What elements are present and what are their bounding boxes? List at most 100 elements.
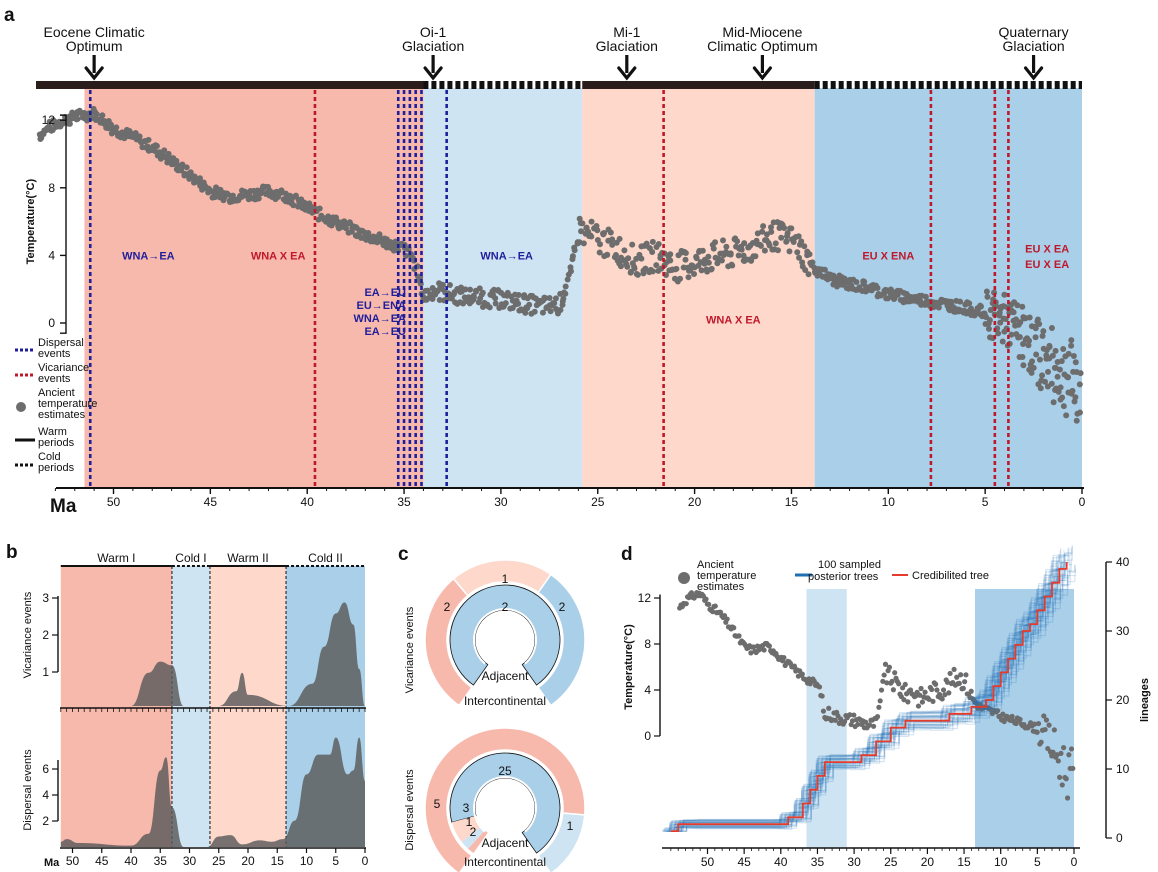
down-arrow-icon — [84, 66, 104, 81]
y-tick-label: 8 — [48, 181, 55, 195]
temperature-point — [642, 265, 649, 272]
dispersal-event-label: WNA→EA — [353, 313, 406, 325]
warm-period-bar — [84, 81, 424, 89]
temperature-point — [867, 722, 873, 728]
posterior-tree-line — [664, 575, 1062, 832]
posterior-tree-line — [662, 553, 1060, 830]
temperature-point — [809, 259, 816, 266]
temperature-point — [801, 243, 808, 250]
temperature-point — [796, 254, 803, 261]
temperature-point — [929, 686, 935, 693]
vicariance-event-label: EU X EA — [1025, 244, 1069, 256]
temperature-point — [901, 697, 907, 703]
event-lines — [88, 90, 1010, 487]
temperature-point — [604, 251, 611, 258]
x-tick-label: 40 — [301, 495, 315, 509]
posterior-tree-line — [669, 568, 1066, 832]
x-tick-label: 5 — [1034, 855, 1041, 869]
temperature-point — [1016, 333, 1023, 340]
temperature-point — [977, 303, 984, 310]
temperature-point — [229, 192, 236, 199]
temperature-point — [395, 247, 402, 254]
y-tick-label: 0 — [48, 316, 55, 330]
temperature-point — [1036, 321, 1043, 328]
temperature-point — [596, 249, 603, 256]
period-bands — [84, 88, 1082, 488]
y-tick-label: 4 — [42, 788, 49, 802]
y-tick-label: 12 — [638, 591, 652, 605]
posterior-tree-line — [663, 554, 1061, 830]
temperature-point — [758, 242, 765, 249]
legend-label: events — [38, 348, 71, 360]
temperature-point — [1001, 291, 1008, 298]
y-tick-label: 8 — [644, 637, 651, 651]
posterior-tree-line — [666, 562, 1063, 832]
temperature-point — [882, 661, 889, 667]
temperature-point — [853, 278, 860, 285]
temperature-point — [580, 240, 587, 247]
panel-c: Vicariance events Dispersal events Adjac… — [404, 559, 586, 872]
temperature-point — [69, 109, 76, 116]
temperature-point — [153, 142, 160, 149]
posterior-tree-line — [674, 571, 1071, 832]
temperature-point — [546, 294, 553, 301]
temperature-point — [1010, 309, 1017, 316]
temperature-point — [870, 723, 877, 729]
temperature-point — [826, 705, 832, 711]
panel-label-a: a — [4, 5, 15, 26]
axes: Temperature(°C) lineages 50 45 40 35 30 25 20 1… — [623, 555, 1151, 869]
legend-label: periods — [38, 462, 75, 474]
y-tick-label: 2 — [42, 628, 49, 642]
temperature-point — [759, 228, 766, 235]
temperature-point — [886, 664, 893, 670]
temperature-point — [947, 670, 953, 677]
temperature-point — [1035, 720, 1042, 727]
warm-period-bar — [582, 81, 815, 89]
temperature-point — [740, 252, 747, 259]
temperature-point — [649, 248, 656, 255]
temperature-point — [760, 223, 767, 230]
posterior-tree-line — [673, 547, 1070, 829]
temperature-point — [223, 190, 230, 197]
posterior-trees — [662, 545, 1076, 832]
legend-label: temperature — [697, 570, 756, 582]
temperature-point — [1072, 359, 1079, 366]
temperature-point — [99, 112, 106, 119]
temperature-point — [460, 300, 467, 307]
temperature-point — [995, 708, 1001, 714]
period-label: Warm II — [227, 551, 269, 565]
temperature-point — [1076, 381, 1083, 388]
climate-event-label: Oi-1 — [420, 24, 447, 40]
temperature-point — [1038, 739, 1044, 745]
posterior-tree-line — [679, 568, 1076, 832]
top-y-axis-label: Vicariance events — [22, 591, 34, 678]
axes: Vicariance events Dispersal events Ma 50… — [22, 591, 369, 869]
value-outer-left: 2 — [444, 600, 451, 614]
x-tick-label: 15 — [271, 854, 285, 868]
vicariance-event-label: WNA X EA — [251, 250, 306, 262]
temperature-point — [1052, 347, 1059, 354]
temperature-point — [820, 708, 827, 714]
temperature-point — [918, 685, 924, 692]
period-bar — [36, 81, 1082, 89]
period-label: Cold I — [175, 551, 206, 565]
value-inner: 25 — [498, 764, 512, 778]
temperature-point — [984, 293, 991, 300]
value-inner-b: 1 — [466, 815, 473, 829]
temperature-point — [633, 255, 640, 262]
temperature-point — [161, 147, 168, 154]
y-tick-label: 4 — [644, 683, 651, 697]
posterior-tree-line — [662, 559, 1059, 832]
temperature-point — [1054, 373, 1061, 380]
temperature-point — [1048, 380, 1055, 387]
y-tick-label: 0 — [1116, 831, 1123, 845]
temperature-point — [698, 267, 705, 274]
temperature-point — [1037, 385, 1044, 392]
y-tick-label: 4 — [48, 248, 55, 262]
period-band — [171, 566, 210, 847]
posterior-tree-line — [678, 575, 1076, 832]
temperature-point — [1020, 341, 1027, 348]
y-tick-label: 40 — [1116, 555, 1130, 569]
temperature-point — [465, 294, 472, 301]
